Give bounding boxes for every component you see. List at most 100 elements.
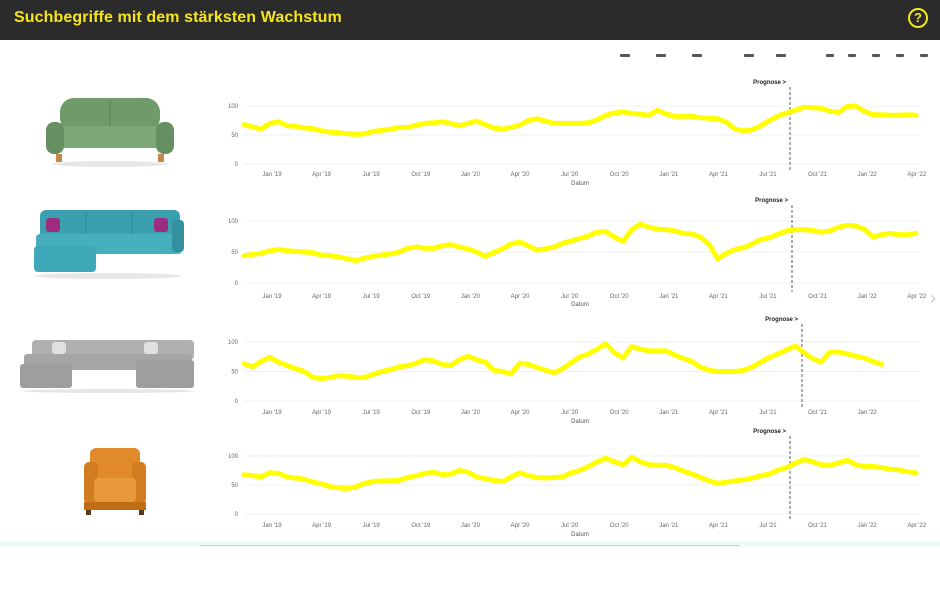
zoom-out-icon[interactable] [776, 54, 786, 57]
x-tick-label: Jan '22 [858, 523, 878, 529]
x-tick-label: Jan '19 [262, 294, 282, 300]
x-tick-label: Jan '21 [659, 172, 679, 178]
x-tick-label: Apr '19 [312, 172, 331, 178]
x-tick-label: Oct '19 [411, 172, 430, 178]
u-shaped-sofa-icon [20, 340, 194, 393]
hover-closest-icon[interactable] [896, 54, 904, 57]
x-tick-label: Jan '20 [461, 294, 481, 300]
footer-band [0, 541, 940, 547]
x-tick-label: Apr '22 [907, 523, 926, 529]
x-tick-label: Oct '20 [610, 294, 629, 300]
x-axis-label: Datum [571, 419, 589, 425]
x-axis-label: Datum [571, 532, 589, 538]
y-tick-label: 50 [231, 133, 238, 139]
x-tick-label: Jul '19 [363, 172, 381, 178]
x-tick-label: Jan '22 [858, 172, 878, 178]
chart-toolbar [616, 50, 936, 62]
x-tick-label: Apr '19 [312, 523, 331, 529]
x-tick-label: Oct '21 [808, 523, 827, 529]
x-tick-label: Jan '22 [858, 410, 878, 416]
x-tick-label: Jan '20 [461, 410, 481, 416]
y-tick-label: 50 [231, 250, 238, 256]
toggle-spike-icon[interactable] [872, 54, 880, 57]
chevron-right-icon[interactable]: › [930, 288, 936, 308]
x-tick-label: Jul '19 [363, 523, 381, 529]
armchair-icon [84, 448, 146, 515]
y-tick-label: 0 [235, 281, 239, 287]
x-tick-label: Jul '21 [759, 172, 777, 178]
y-tick-label: 100 [228, 219, 239, 225]
x-tick-label: Jul '20 [561, 523, 579, 529]
x-tick-label: Jan '21 [659, 523, 679, 529]
x-tick-label: Jul '19 [363, 294, 381, 300]
x-tick-label: Apr '22 [907, 172, 926, 178]
x-tick-label: Apr '19 [312, 410, 331, 416]
y-tick-label: 100 [228, 340, 239, 346]
y-tick-label: 0 [235, 162, 239, 168]
series-line [241, 221, 919, 264]
x-tick-label: Jul '20 [561, 410, 579, 416]
x-tick-label: Jul '21 [759, 410, 777, 416]
x-tick-label: Apr '19 [312, 294, 331, 300]
x-tick-label: Jul '21 [759, 294, 777, 300]
x-tick-label: Oct '19 [411, 294, 430, 300]
x-tick-label: Oct '19 [411, 523, 430, 529]
reset-axes-icon[interactable] [848, 54, 856, 57]
y-tick-label: 0 [235, 512, 239, 518]
x-tick-label: Jan '20 [461, 172, 481, 178]
download-icon[interactable] [620, 54, 630, 57]
series-line [241, 454, 919, 491]
x-tick-label: Jan '19 [262, 523, 282, 529]
y-tick-label: 50 [231, 370, 238, 376]
corner-sofa-icon [34, 210, 184, 279]
x-tick-label: Apr '21 [709, 294, 728, 300]
page-header: Suchbegriffe mit dem stärksten Wachstum … [0, 0, 940, 40]
x-tick-label: Oct '21 [808, 294, 827, 300]
y-tick-label: 50 [231, 483, 238, 489]
forecast-label: Prognose > [753, 80, 786, 86]
x-tick-label: Oct '20 [610, 172, 629, 178]
x-tick-label: Oct '21 [808, 172, 827, 178]
y-tick-label: 0 [235, 399, 239, 405]
x-tick-label: Oct '21 [808, 410, 827, 416]
x-tick-label: Jan '19 [262, 410, 282, 416]
x-tick-label: Jan '19 [262, 172, 282, 178]
x-tick-label: Jul '20 [561, 294, 579, 300]
x-tick-label: Apr '21 [709, 410, 728, 416]
x-tick-label: Jan '22 [858, 294, 878, 300]
zoom-in-icon[interactable] [744, 54, 754, 57]
x-tick-label: Apr '20 [511, 410, 530, 416]
pan-icon[interactable] [692, 54, 702, 57]
x-tick-label: Apr '20 [511, 172, 530, 178]
page-title: Suchbegriffe mit dem stärksten Wachstum [14, 9, 342, 26]
sofa-icon [46, 98, 174, 167]
series-line [241, 341, 884, 382]
zoom-icon[interactable] [656, 54, 666, 57]
forecast-label: Prognose > [755, 198, 788, 204]
x-tick-label: Jul '20 [561, 172, 579, 178]
x-tick-label: Jan '20 [461, 523, 481, 529]
x-tick-label: Oct '20 [610, 523, 629, 529]
x-tick-label: Oct '19 [411, 410, 430, 416]
y-tick-label: 100 [228, 454, 239, 460]
forecast-label: Prognose > [753, 429, 786, 435]
x-tick-label: Jul '19 [363, 410, 381, 416]
x-tick-label: Apr '21 [709, 523, 728, 529]
x-tick-label: Jan '21 [659, 294, 679, 300]
x-tick-label: Oct '20 [610, 410, 629, 416]
y-tick-label: 100 [228, 104, 239, 110]
x-tick-label: Apr '20 [511, 294, 530, 300]
autoscale-icon[interactable] [826, 54, 834, 57]
x-tick-label: Jul '21 [759, 523, 777, 529]
series-line [241, 103, 919, 137]
hover-compare-icon[interactable] [920, 54, 928, 57]
x-axis-label: Datum [571, 302, 589, 308]
forecast-label: Prognose > [765, 317, 798, 323]
x-tick-label: Apr '22 [907, 294, 926, 300]
x-axis-label: Datum [571, 181, 589, 187]
question-circle-icon[interactable]: ? [908, 8, 928, 28]
x-tick-label: Apr '20 [511, 523, 530, 529]
x-tick-label: Jan '21 [659, 410, 679, 416]
x-tick-label: Apr '21 [709, 172, 728, 178]
